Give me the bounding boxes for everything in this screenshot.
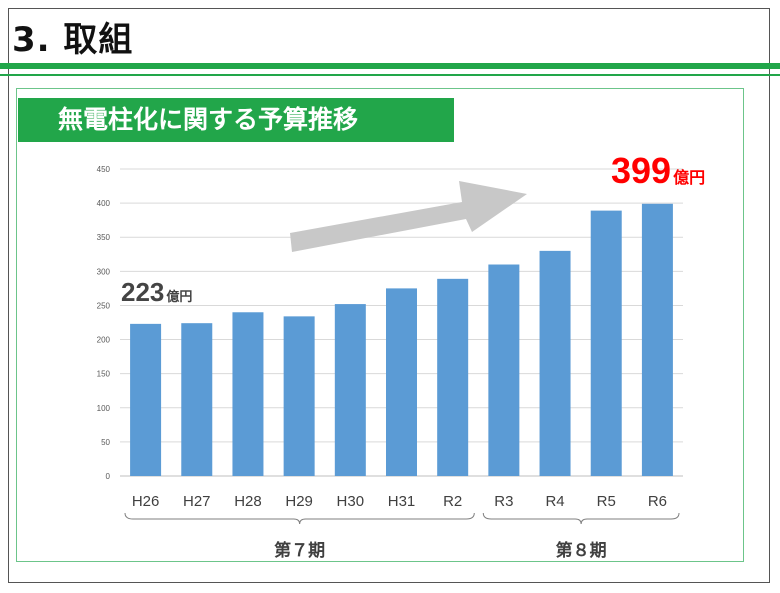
bar-r3 [488,264,520,476]
y-tick-label: 450 [97,165,111,174]
period-brace [124,512,475,525]
bar-r2 [437,278,469,476]
bar-r5 [590,210,622,477]
trend-arrow-icon [290,181,527,252]
x-tick-label: H30 [337,493,365,510]
bar-h29 [283,316,315,476]
period-label: 第８期 [556,540,607,561]
y-tick-label: 300 [97,267,111,276]
y-tick-label: 0 [106,472,111,481]
last-value-unit: 億円 [673,168,705,187]
x-tick-label: R4 [545,493,564,510]
x-tick-label: H29 [285,493,313,510]
bar-h30 [334,304,366,476]
last-value-number: 399 [611,150,671,191]
first-value-number: 223 [121,277,164,307]
first-value-unit: 億円 [166,289,192,304]
last-value-callout: 399 億円 [611,150,705,191]
bars [130,203,673,477]
chart-panel [16,88,744,562]
bar-h28 [232,312,264,476]
y-tick-label: 150 [97,370,111,379]
y-axis-ticks: 0 50 100 150 200 250 300 350 400 450 [97,165,111,481]
chart-banner: 無電柱化に関する予算推移 [18,98,454,142]
first-value-callout: 223 億円 [121,277,192,307]
x-tick-label: R6 [648,493,667,510]
x-tick-label: H28 [234,493,262,510]
title-rule-thick [0,63,780,69]
bar-h31 [386,288,417,476]
period-label: 第７期 [274,540,325,561]
y-tick-label: 200 [97,336,111,345]
bar-h26 [130,323,162,476]
period-brace [482,512,680,525]
x-axis-ticks: H26 H27 H28 H29 H30 H31 R2 R3 R4 R5 R6 [132,493,667,510]
y-tick-label: 50 [101,438,110,447]
slide-title: 3. 取組 [12,20,134,60]
y-tick-label: 400 [97,199,111,208]
y-tick-label: 350 [97,233,111,242]
y-tick-label: 250 [97,301,111,310]
x-tick-label: R3 [494,493,513,510]
x-tick-label: H31 [388,493,416,510]
bar-r4 [539,250,571,476]
bar-r6 [641,203,673,476]
x-tick-label: H27 [183,493,211,510]
x-tick-label: R2 [443,493,462,510]
bar-h27 [181,323,213,476]
gridlines [120,168,683,477]
y-tick-label: 100 [97,404,111,413]
x-tick-label: H26 [132,493,160,510]
period-braces: 第７期 第８期 [124,512,680,561]
title-rule-thin [0,74,780,76]
x-tick-label: R5 [597,493,616,510]
